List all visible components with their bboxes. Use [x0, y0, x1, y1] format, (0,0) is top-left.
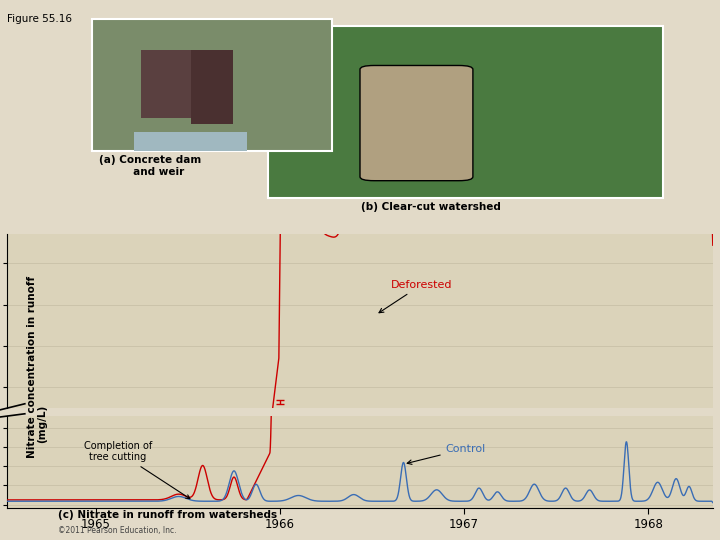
Bar: [141, 50, 198, 118]
Bar: [92, 18, 332, 151]
Text: Completion of
tree cutting: Completion of tree cutting: [84, 441, 190, 498]
Text: ©2011 Pearson Education, Inc.: ©2011 Pearson Education, Inc.: [58, 526, 176, 536]
Bar: [134, 132, 247, 151]
Text: (c) Nitrate in runoff from watersheds: (c) Nitrate in runoff from watersheds: [58, 510, 276, 521]
Bar: [191, 50, 233, 124]
FancyBboxPatch shape: [360, 65, 473, 181]
Text: Control: Control: [408, 444, 486, 464]
Text: Figure 55.16: Figure 55.16: [7, 14, 72, 24]
Text: (mg/L): (mg/L): [37, 405, 47, 443]
Bar: [269, 26, 663, 198]
Text: (b) Clear-cut watershed: (b) Clear-cut watershed: [361, 202, 500, 212]
Text: Deforested: Deforested: [379, 280, 452, 313]
Text: (a) Concrete dam
     and weir: (a) Concrete dam and weir: [99, 156, 201, 177]
Text: Nitrate concentration in runoff: Nitrate concentration in runoff: [27, 276, 37, 458]
